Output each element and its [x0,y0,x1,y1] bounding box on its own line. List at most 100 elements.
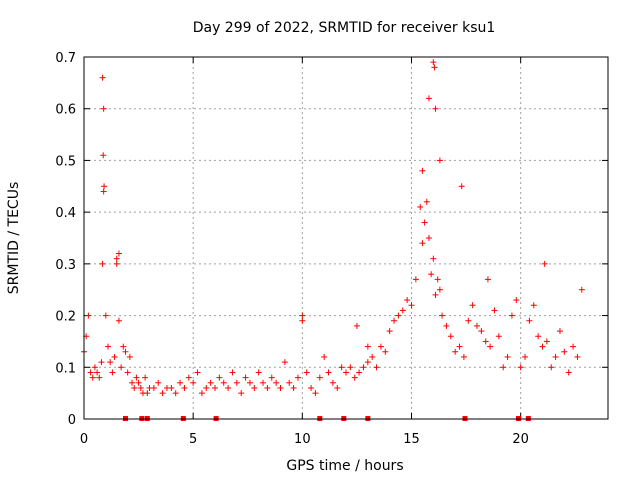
plot-frame [83,56,609,420]
data-point [432,105,439,112]
y-tick-label: 0.6 [55,103,76,118]
data-point [135,379,142,386]
data-point [351,374,358,381]
data-point [229,369,236,376]
data-point [434,276,441,283]
data-point [504,353,511,360]
data-point [431,64,438,71]
chart-title: Day 299 of 2022, SRMTID for receiver ksu… [193,20,496,36]
data-point [299,312,306,319]
data-point [423,198,430,205]
data-point [109,369,116,376]
data-point [364,343,371,350]
data-point [220,379,227,386]
data-point [126,353,133,360]
data-point [321,353,328,360]
data-point [129,379,136,386]
data-point [460,353,467,360]
y-tick-label: 0.3 [55,258,76,273]
data-point [115,250,122,257]
data-point [105,343,112,350]
data-point [273,379,280,386]
data-point [395,312,402,319]
data-point [436,157,443,164]
data-point [500,364,507,371]
data-point [428,271,435,278]
data-point [290,384,297,391]
data-point [417,203,424,210]
data-point [98,359,105,366]
data-point [124,369,131,376]
data-point [190,379,197,386]
y-tick-label: 0.7 [55,51,76,66]
data-point [89,374,96,381]
data-point [144,390,151,397]
data-point [491,307,498,314]
data-point [399,307,406,314]
data-point [447,333,454,340]
data-point [561,348,568,355]
data-point [530,302,537,309]
data-point [308,384,315,391]
data-point [198,390,205,397]
data-point [484,276,491,283]
data-point [255,369,262,376]
data-point [137,384,144,391]
data-point [430,59,437,66]
data-point [102,312,109,319]
data-point [113,260,120,267]
data-point [574,353,581,360]
data-point [194,369,201,376]
data-point [408,302,415,309]
data-point [565,369,572,376]
data-point [181,384,188,391]
data-point [432,291,439,298]
y-axis-label: SRMTID / TECUs [6,182,22,295]
data-point [316,374,323,381]
data-point [168,384,175,391]
data-point [369,353,376,360]
data-point [115,317,122,324]
data-point [107,359,114,366]
data-point [377,343,384,350]
data-point [133,374,140,381]
data-point [118,364,125,371]
data-point [264,384,271,391]
data-point [404,297,411,304]
data-point [233,379,240,386]
data-point [452,348,459,355]
data-point [325,369,332,376]
x-tick-label: 15 [403,432,420,447]
data-point [207,379,214,386]
data-point [478,328,485,335]
data-point [159,390,166,397]
data-point [94,369,101,376]
y-tick-label: 0.5 [55,154,76,169]
data-point [474,322,480,329]
y-tick-label: 0.2 [55,310,76,325]
x-axis-label: GPS time / hours [286,458,403,474]
data-point [212,384,218,391]
data-point [155,379,162,386]
data-point [216,374,223,381]
data-point [360,364,367,371]
data-point [343,369,349,376]
x-tick-label: 5 [189,432,197,447]
data-point [185,374,192,381]
data-point [246,379,253,386]
data-point [353,322,360,329]
data-point [150,384,157,391]
data-point [260,379,267,386]
data-point [242,374,249,381]
x-tick-label: 10 [294,432,311,447]
data-point [329,379,336,386]
data-point [570,343,577,350]
data-point [419,167,426,174]
grid [84,57,608,419]
data-point [203,384,210,391]
data-point [177,379,184,386]
data-point [482,338,489,345]
data-point [96,374,103,381]
data-point [312,390,319,397]
